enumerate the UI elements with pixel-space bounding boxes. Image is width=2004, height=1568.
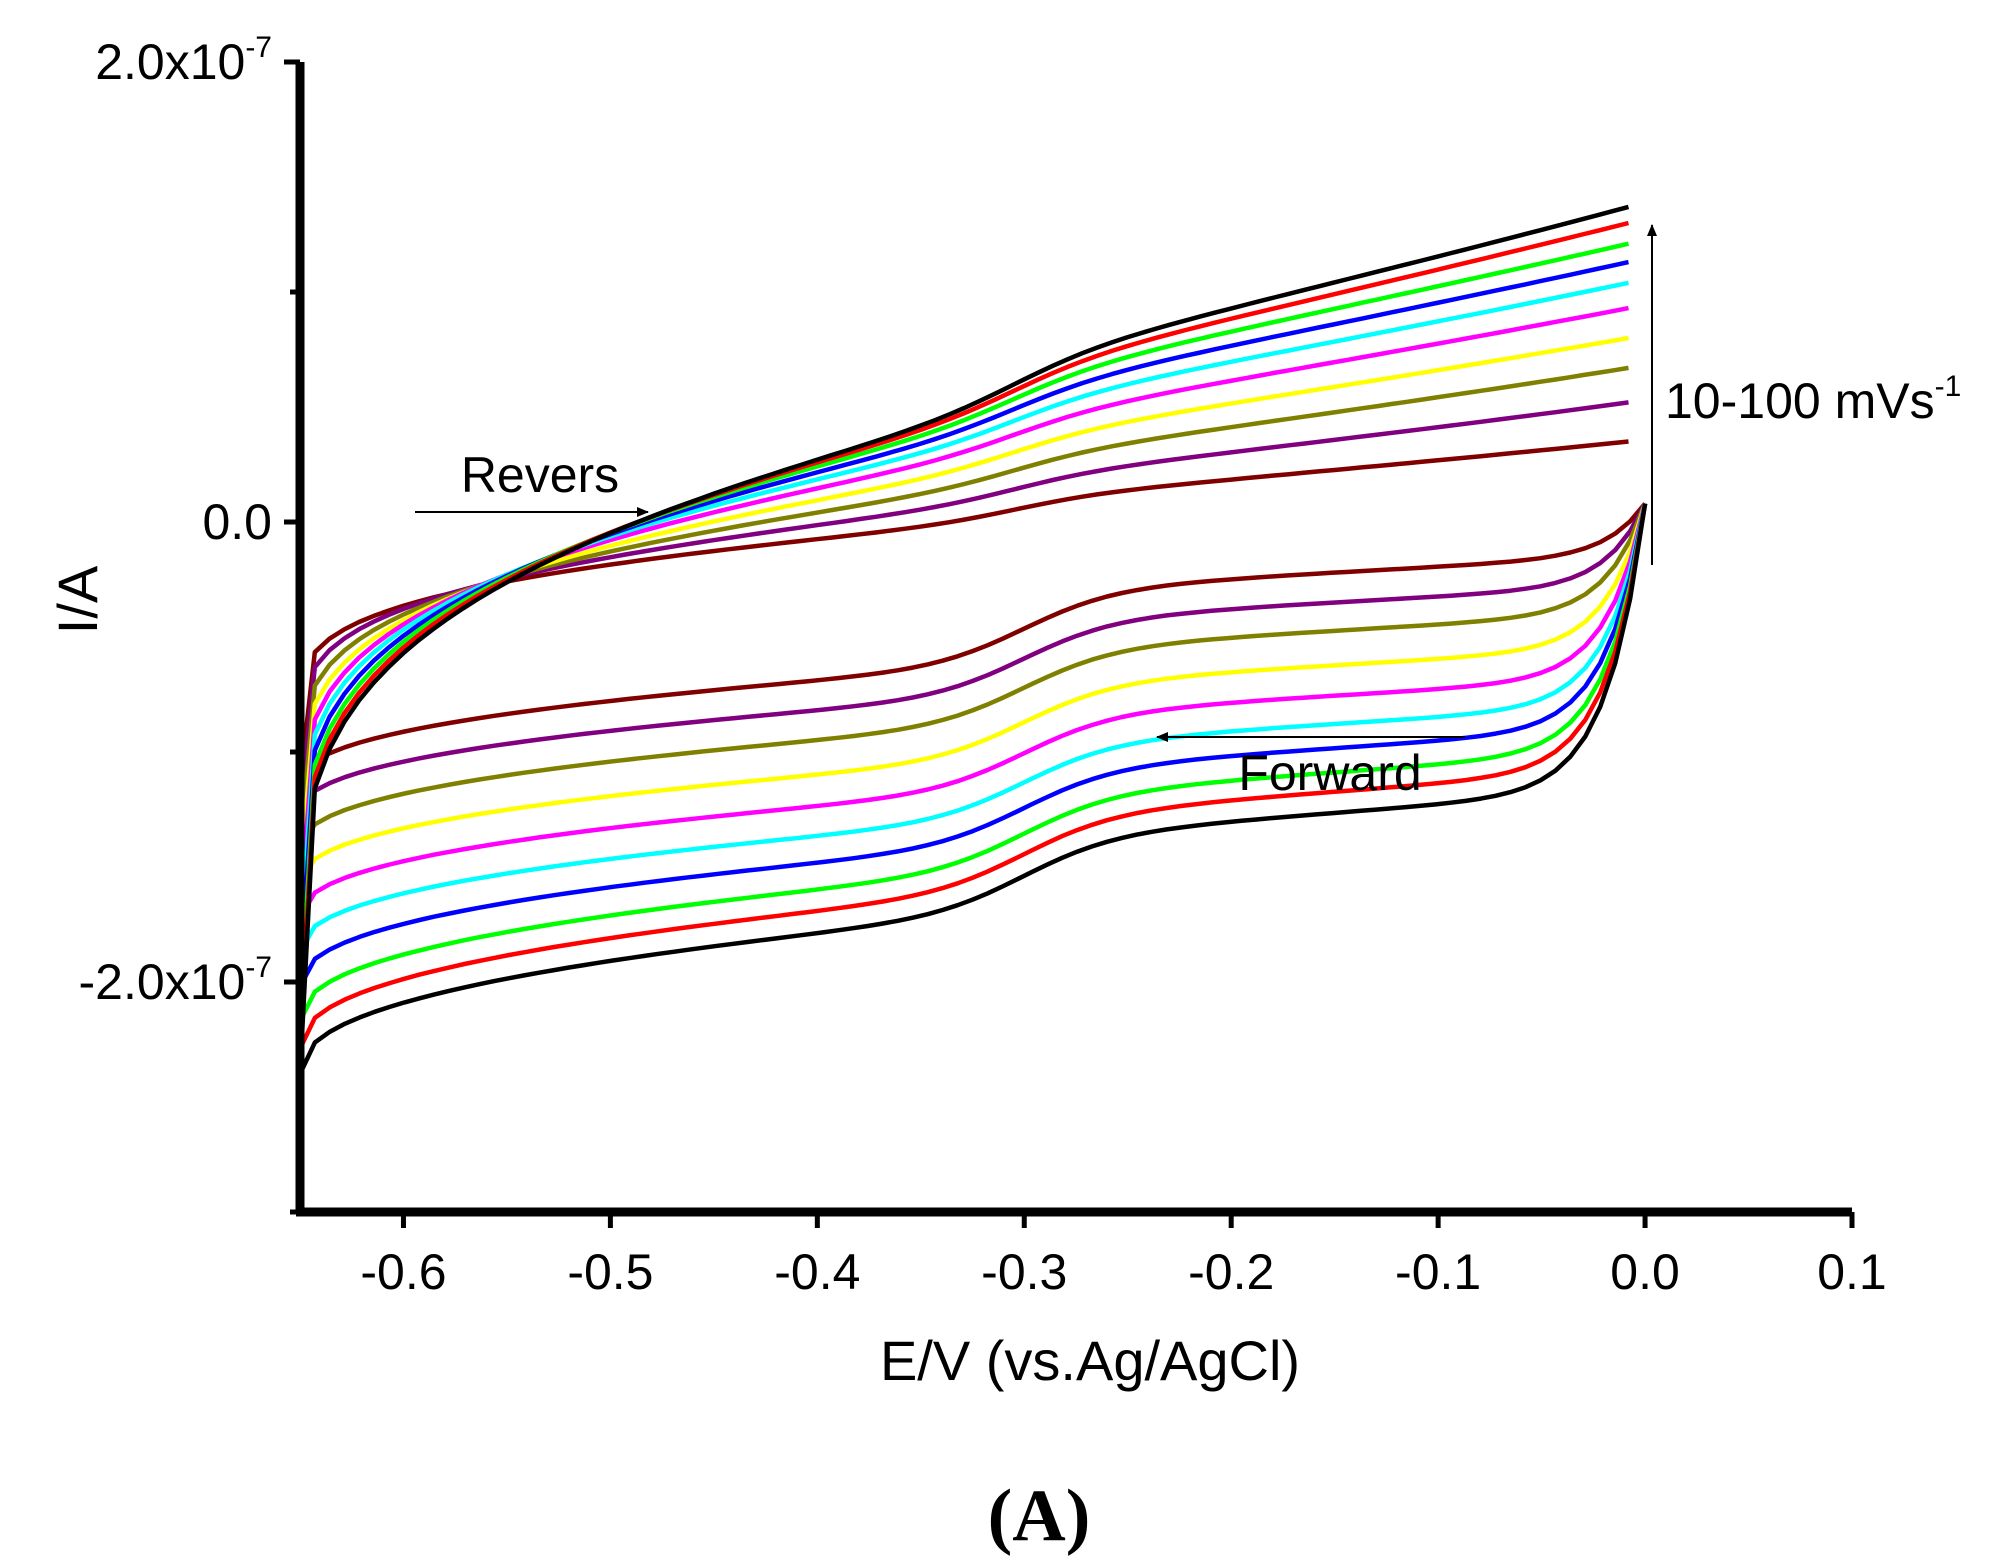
x-tick-label-3: -0.3 xyxy=(981,1244,1067,1300)
reverse-label: Revers xyxy=(461,447,619,503)
scan-rate-text: 10-100 mVs xyxy=(1665,373,1935,429)
x-tick-label-5: -0.1 xyxy=(1395,1244,1481,1300)
series-layer xyxy=(297,204,1648,1077)
series-line-60-mV/s xyxy=(297,280,1648,955)
scan-rate-exponent: -1 xyxy=(1935,370,1962,403)
x-axis-title: E/V (vs.Ag/AgCl) xyxy=(880,1329,1300,1392)
y-tick-label-0: 2.0x10-7 xyxy=(95,31,272,90)
y-tick-label-1: 0.0 xyxy=(202,494,272,550)
series-line-100-mV/s xyxy=(297,204,1648,1077)
y-tick-label-2: -2.0x10-7 xyxy=(79,951,272,1010)
x-tick-label-2: -0.4 xyxy=(774,1244,860,1300)
panel-label: (A) xyxy=(988,1475,1091,1557)
x-tick-label-6: 0.0 xyxy=(1610,1244,1680,1300)
x-tick-label-7: 0.1 xyxy=(1817,1244,1887,1300)
forward-label: Forward xyxy=(1238,745,1421,801)
x-tick-label-1: -0.5 xyxy=(567,1244,653,1300)
series-line-90-mV/s xyxy=(297,220,1648,1051)
x-tick-label-4: -0.2 xyxy=(1188,1244,1274,1300)
series-line-50-mV/s xyxy=(297,305,1648,920)
scan-rate-label: 10-100 mVs-1 xyxy=(1665,370,1961,429)
y-axis-title: I/A xyxy=(46,565,109,634)
tick-layer: -0.6 -0.5 -0.4 -0.3 -0.2 -0.1 0.0 0.1 2.0x10-7 0.… xyxy=(79,31,1887,1300)
x-tick-label-0: -0.6 xyxy=(360,1244,446,1300)
